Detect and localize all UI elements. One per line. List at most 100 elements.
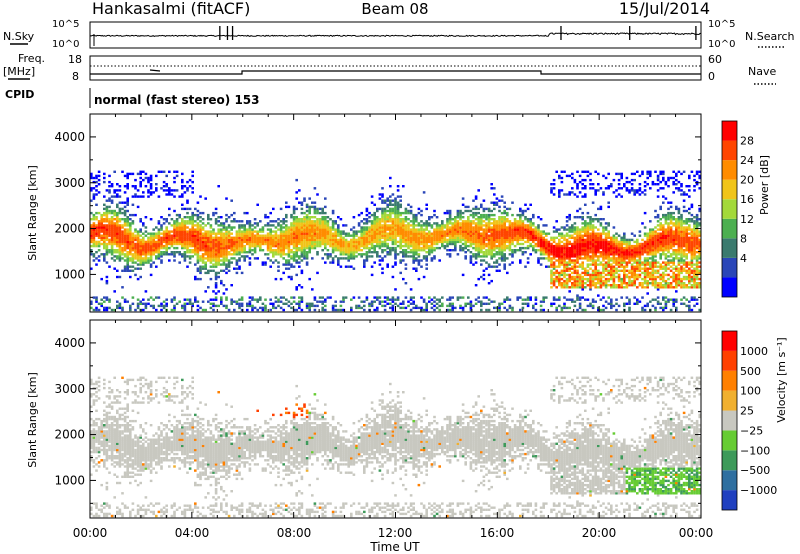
- power-cell: [108, 220, 111, 223]
- power-cell: [508, 263, 512, 266]
- power-cell: [212, 255, 215, 258]
- power-cell: [376, 242, 379, 246]
- power-cell: [438, 240, 441, 244]
- power-cell: [589, 238, 592, 242]
- power-cell: [300, 308, 304, 312]
- power-cell: [144, 242, 148, 246]
- power-cell: [240, 251, 244, 254]
- power-cell: [136, 230, 140, 233]
- power-cell: [568, 234, 571, 237]
- power-cell: [188, 261, 192, 264]
- power-cell: [383, 218, 387, 221]
- power-cell: [576, 259, 579, 262]
- power-cell: [399, 222, 402, 225]
- power-cell: [482, 213, 486, 217]
- power-cell: [168, 259, 171, 262]
- power-cell: [597, 207, 600, 211]
- power-cell: [196, 236, 200, 239]
- power-cell: [110, 224, 114, 227]
- power-cell: [389, 201, 392, 204]
- power-cell: [615, 302, 618, 305]
- power-cell: [339, 249, 343, 252]
- noise-right-tick-top: 10^5: [708, 19, 735, 30]
- power-cell: [173, 226, 176, 229]
- power-cell: [435, 232, 439, 235]
- power-cell: [568, 269, 571, 272]
- power-cell: [287, 226, 291, 229]
- power-cell: [321, 209, 324, 213]
- power-cell: [589, 259, 592, 262]
- power-cell: [160, 246, 163, 250]
- power-cell: [446, 249, 449, 252]
- power-cell: [334, 236, 337, 239]
- power-cell: [584, 226, 587, 229]
- power-cell: [149, 218, 153, 221]
- power-cell: [194, 246, 197, 250]
- power-cell: [495, 201, 499, 204]
- power-cell: [311, 216, 314, 219]
- power-cell: [550, 259, 553, 262]
- power-cell: [321, 211, 324, 215]
- power-cell: [160, 261, 163, 264]
- power-cell: [612, 246, 616, 250]
- power-cell: [612, 304, 616, 308]
- power-cell: [90, 300, 93, 303]
- power-cell: [272, 207, 275, 211]
- power-cell: [129, 232, 132, 235]
- power-cell: [162, 306, 166, 310]
- power-cell: [578, 232, 582, 235]
- power-cell: [391, 238, 395, 242]
- power-cell: [558, 259, 561, 262]
- power-cell: [292, 218, 296, 221]
- power-cell: [482, 207, 486, 211]
- power-cell: [487, 240, 491, 244]
- power-cell: [178, 238, 181, 242]
- power-cell: [438, 298, 441, 301]
- power-cell: [324, 226, 327, 229]
- power-cell: [467, 230, 470, 233]
- power-cell: [552, 267, 556, 270]
- power-cell: [129, 304, 132, 308]
- power-cell: [365, 213, 369, 217]
- power-cell: [560, 257, 564, 260]
- power-cell: [472, 230, 475, 233]
- power-cell: [430, 298, 434, 301]
- power-cell: [529, 298, 532, 301]
- power-cell: [409, 298, 413, 301]
- power-cell: [136, 246, 140, 250]
- power-cell: [404, 232, 408, 235]
- power-cell: [610, 271, 613, 275]
- power-cell: [516, 226, 519, 229]
- power-cell: [363, 300, 366, 303]
- power-cell: [459, 240, 462, 244]
- power-cell: [214, 222, 218, 225]
- power-cell: [503, 246, 506, 250]
- power-cell: [201, 261, 205, 264]
- power-cell: [607, 187, 610, 190]
- power-cell: [526, 234, 530, 237]
- power-cell: [612, 251, 616, 254]
- power-cell: [568, 216, 571, 219]
- power-cell: [144, 246, 148, 250]
- power-cell: [602, 228, 605, 231]
- power-cell: [331, 240, 335, 244]
- power-cell: [157, 249, 161, 252]
- power-cell: [404, 216, 408, 219]
- power-cell: [625, 263, 629, 266]
- power-cell: [178, 195, 181, 198]
- power-cell: [448, 226, 452, 229]
- power-cell: [214, 246, 218, 250]
- power-cell: [563, 286, 566, 289]
- power-cell: [196, 226, 200, 229]
- power-cell: [201, 242, 205, 246]
- power-cell: [103, 300, 106, 303]
- power-cell: [287, 205, 291, 209]
- power-cell: [607, 185, 610, 188]
- power-cell: [576, 261, 579, 264]
- power-cell: [498, 205, 501, 209]
- power-cell: [599, 205, 603, 209]
- power-cell: [222, 259, 226, 262]
- power-cell: [350, 240, 353, 244]
- power-cell: [563, 302, 566, 305]
- power-cell: [485, 207, 488, 211]
